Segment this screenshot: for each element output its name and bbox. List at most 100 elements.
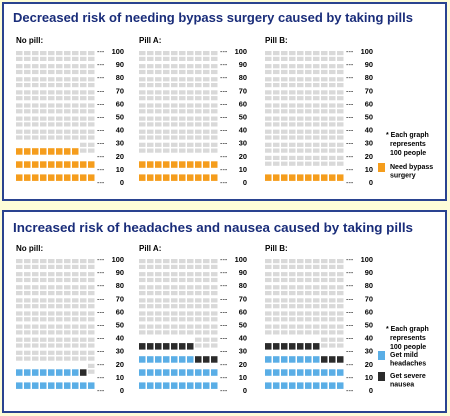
cell-empty bbox=[48, 330, 55, 335]
cell-empty bbox=[72, 272, 79, 277]
cell-empty bbox=[32, 96, 39, 101]
cell-empty bbox=[281, 264, 288, 269]
cell-empty bbox=[305, 317, 312, 322]
cell-empty bbox=[155, 122, 162, 127]
cell-empty bbox=[147, 96, 154, 101]
cell-empty bbox=[40, 116, 47, 121]
cell-empty bbox=[195, 311, 202, 316]
cell-empty bbox=[281, 51, 288, 56]
cell-empty bbox=[273, 56, 280, 61]
cell-empty bbox=[281, 317, 288, 322]
cell-headache bbox=[187, 369, 194, 376]
cell-empty bbox=[313, 129, 320, 134]
y-tick-label: 0 bbox=[369, 386, 373, 395]
cell-headache bbox=[72, 382, 79, 389]
note-text: 100 people bbox=[390, 150, 426, 157]
cell-empty bbox=[321, 317, 328, 322]
cell-empty bbox=[179, 77, 186, 82]
cell-empty bbox=[329, 298, 336, 303]
cell-empty bbox=[56, 330, 63, 335]
cell-empty bbox=[187, 330, 194, 335]
cell-empty bbox=[337, 330, 344, 335]
cell-empty bbox=[187, 311, 194, 316]
cell-empty bbox=[281, 324, 288, 329]
cell-headache bbox=[195, 369, 202, 376]
cell-empty bbox=[281, 298, 288, 303]
cell-empty bbox=[187, 304, 194, 309]
cell-headache bbox=[64, 369, 71, 376]
cell-empty bbox=[195, 298, 202, 303]
cell-empty bbox=[163, 298, 170, 303]
cell-headache bbox=[297, 369, 304, 376]
cell-empty bbox=[305, 69, 312, 75]
cell-empty bbox=[211, 83, 218, 88]
y-tick-label: 30 bbox=[365, 139, 373, 148]
cell-empty bbox=[305, 291, 312, 296]
cell-empty bbox=[139, 324, 146, 329]
cell-empty bbox=[171, 129, 178, 134]
cell-empty bbox=[289, 277, 296, 283]
y-tick-label: 100 bbox=[235, 255, 247, 264]
cell-bypass bbox=[88, 161, 95, 168]
cell-empty bbox=[16, 69, 23, 75]
cell-headache bbox=[211, 369, 218, 376]
cell-headache bbox=[305, 356, 312, 363]
note-text: represents bbox=[390, 335, 426, 342]
cell-empty bbox=[40, 109, 47, 114]
cell-empty bbox=[80, 64, 87, 69]
cell-empty bbox=[179, 51, 186, 56]
tick-dash: --- bbox=[97, 139, 105, 148]
cell-empty bbox=[32, 51, 39, 56]
cell-empty bbox=[289, 135, 296, 140]
cell-empty bbox=[64, 129, 71, 134]
cell-empty bbox=[321, 304, 328, 309]
cell-headache bbox=[313, 369, 320, 376]
cell-headache bbox=[88, 382, 95, 389]
cell-empty bbox=[187, 291, 194, 296]
cell-empty bbox=[88, 77, 95, 82]
cell-empty bbox=[64, 324, 71, 329]
cell-empty bbox=[72, 298, 79, 303]
cell-empty bbox=[337, 116, 344, 121]
cell-empty bbox=[273, 69, 280, 75]
cell-empty bbox=[273, 161, 280, 166]
cell-empty bbox=[313, 116, 320, 121]
cell-bypass bbox=[211, 174, 218, 181]
cell-empty bbox=[289, 311, 296, 316]
cell-empty bbox=[147, 324, 154, 329]
y-tick-label: 60 bbox=[116, 99, 124, 108]
cell-bypass bbox=[289, 174, 296, 181]
cell-empty bbox=[313, 51, 320, 56]
cell-empty bbox=[203, 264, 210, 269]
cell-bypass bbox=[265, 174, 272, 181]
cell-empty bbox=[337, 317, 344, 322]
legend-label: surgery bbox=[390, 173, 416, 180]
cell-empty bbox=[24, 356, 31, 361]
tick-dash: --- bbox=[97, 347, 105, 356]
cell-headache bbox=[171, 382, 178, 389]
tick-dash: --- bbox=[220, 152, 228, 161]
cell-headache bbox=[265, 382, 272, 389]
cell-empty bbox=[24, 96, 31, 101]
y-tick-label: 70 bbox=[239, 294, 247, 303]
cell-empty bbox=[179, 259, 186, 264]
cell-empty bbox=[313, 259, 320, 264]
cell-empty bbox=[163, 148, 170, 153]
cell-empty bbox=[32, 103, 39, 108]
cell-empty bbox=[211, 337, 218, 342]
cell-empty bbox=[32, 277, 39, 283]
cell-empty bbox=[273, 298, 280, 303]
cell-empty bbox=[171, 298, 178, 303]
cell-bypass bbox=[72, 148, 79, 155]
cell-empty bbox=[16, 122, 23, 127]
cell-empty bbox=[16, 356, 23, 361]
cell-empty bbox=[40, 69, 47, 75]
cell-empty bbox=[187, 83, 194, 88]
cell-empty bbox=[48, 343, 55, 348]
cell-headache bbox=[155, 356, 162, 363]
cell-bypass bbox=[16, 161, 23, 168]
cell-empty bbox=[203, 64, 210, 69]
cell-empty bbox=[329, 122, 336, 127]
cell-empty bbox=[337, 64, 344, 69]
tick-dash: --- bbox=[220, 334, 228, 343]
